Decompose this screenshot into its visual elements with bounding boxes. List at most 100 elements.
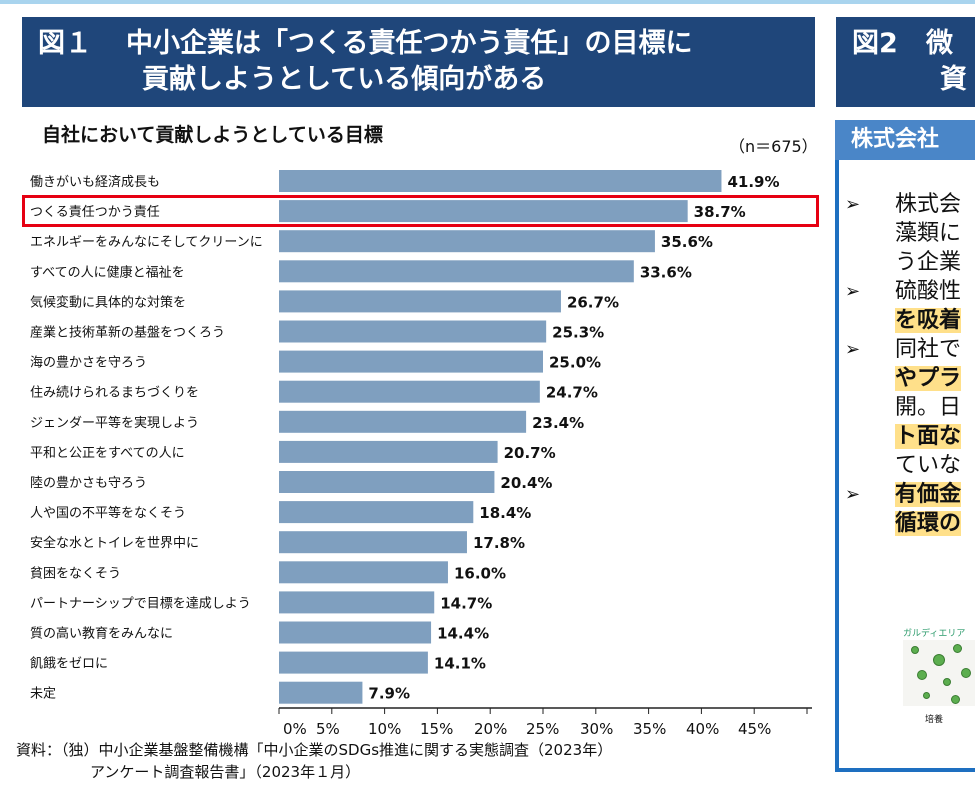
data-label: 25.0% [549, 354, 601, 372]
x-tick-label: 45% [738, 720, 771, 738]
bullet-item: ➢ 有価金循環の [845, 480, 975, 538]
bullet-line: 循環の [895, 511, 962, 536]
bar [279, 440, 498, 463]
bar [279, 471, 495, 493]
algae-image [903, 640, 975, 706]
bullet-item: ➢ 硫酸性を吸着 [845, 277, 975, 335]
figure1-label: 図１ [38, 28, 92, 59]
bullet-line: ていな [895, 453, 962, 478]
arrow-bullet-icon: ➢ [845, 281, 861, 302]
data-label: 20.4% [500, 474, 552, 492]
figure2-label: 図2 [852, 28, 898, 59]
data-label: 20.7% [504, 444, 556, 462]
bar [279, 380, 540, 403]
data-label: 18.4% [479, 504, 531, 522]
category-label: 働きがいも経済成長も [30, 174, 160, 190]
figure1-title-line2: 貢献しようとしている傾向がある [142, 64, 547, 95]
arrow-bullet-icon: ➢ [845, 484, 861, 505]
x-tick-label: 40% [686, 720, 719, 738]
arrow-bullet-icon: ➢ [845, 194, 861, 215]
data-label: 26.7% [567, 293, 619, 311]
bar [279, 621, 432, 644]
data-label: 38.7% [694, 203, 746, 221]
category-label: 飢餓をゼロに [30, 657, 108, 672]
bar [279, 320, 547, 343]
highlight-box [22, 195, 819, 227]
bar-chart: 働きがいも経済成長も 41.9% つくる責任つかう責任 38.7% エネルギーをみんなに… [30, 170, 812, 738]
bullet-item: ➢ 同社でやプラ開。日ト面なていな [845, 335, 975, 480]
category-label: すべての人に健康と福祉を [30, 264, 185, 280]
source-line2: アンケート調査報告書」（2023年１月） [90, 763, 361, 781]
category-label: 陸の豊かさも守ろう [30, 475, 147, 491]
arrow-bullet-icon: ➢ [845, 339, 861, 360]
bullet-line: 藻類に [895, 221, 962, 246]
figure2-header: 図2 微 資 [836, 17, 975, 107]
bullet-line: を吸着 [895, 308, 962, 333]
bullet-line: ト面な [895, 424, 962, 449]
category-label: 平和と公正をすべての人に [30, 446, 185, 461]
category-label: 産業と技術革新の基盤をつくろう [30, 325, 225, 341]
category-label: ジェンダー平等を実現しよう [30, 415, 199, 431]
x-tick-label: 20% [474, 720, 507, 738]
sample-size: （n＝675） [729, 137, 818, 156]
bar [279, 410, 527, 433]
data-label: 14.4% [437, 625, 489, 643]
bar [279, 200, 688, 223]
bar [279, 681, 363, 704]
bar [279, 170, 722, 192]
x-tick-label: 5% [316, 720, 340, 738]
data-label: 33.6% [640, 263, 692, 281]
bar [279, 350, 543, 373]
x-tick-label: 35% [633, 720, 666, 738]
bullet-item: ➢ 株式会藻類にう企業 [845, 190, 975, 277]
source-note: 資料：（独）中小企業基盤整備機構「中小企業のSDGs推進に関する実態調査（202… [16, 739, 612, 783]
x-tick-label: 0% [283, 720, 307, 738]
data-label: 16.0% [454, 564, 506, 582]
algae-image-label: ガルディエリア [903, 629, 966, 639]
figure1-header: 図１ 中小企業は「つくる責任つかう責任」の目標に 貢献しようとしている傾向がある [22, 17, 815, 107]
data-label: 14.1% [434, 655, 486, 673]
data-label: 25.3% [552, 324, 604, 342]
bullet-line: う企業 [895, 250, 962, 275]
bullet-line: 硫酸性 [895, 279, 962, 304]
bullet-line: 同社で [895, 337, 962, 362]
algae-image-caption: 培養 [925, 715, 944, 725]
data-label: 41.9% [727, 173, 779, 191]
source-line1: 資料：（独）中小企業基盤整備機構「中小企業のSDGs推進に関する実態調査（202… [16, 741, 613, 759]
category-label: つくる責任つかう責任 [30, 205, 160, 220]
chart-subtitle: 自社において貢献しようとしている目標 [42, 124, 383, 146]
data-label: 24.7% [546, 384, 598, 402]
bullet-line: 株式会 [895, 192, 962, 217]
category-label: 住み続けられるまちづくりを [30, 386, 199, 401]
bar [279, 260, 634, 283]
figure1-title-line1: 中小企業は「つくる責任つかう責任」の目標に [126, 28, 693, 59]
figure2-title-line2: 資 [940, 64, 967, 95]
data-label: 23.4% [532, 414, 584, 432]
category-label: パートナーシップで目標を達成しよう [30, 596, 251, 611]
bar [279, 501, 474, 524]
bullet-line: やプラ [895, 366, 962, 391]
bar [279, 651, 428, 674]
bar [279, 290, 561, 313]
x-tick-label: 25% [526, 720, 559, 738]
category-label: 質の高い教育をみんなに [30, 626, 173, 642]
category-label: 貧困をなくそう [30, 566, 121, 581]
category-label: エネルギーをみんなにそしてクリーンに [30, 235, 263, 250]
bullet-line: 有価金 [895, 482, 962, 507]
data-label: 7.9% [368, 685, 410, 703]
bar [279, 230, 655, 253]
category-label: 人や国の不平等をなくそう [30, 505, 186, 521]
x-tick-label: 15% [420, 720, 453, 738]
top-strip [0, 0, 975, 4]
bullet-line: 開。日 [895, 395, 962, 420]
category-label: 未定 [30, 687, 56, 702]
category-label: 安全な水とトイレを世界中に [30, 535, 199, 551]
category-label: 海の豊かさを守ろう [30, 356, 147, 371]
figure2-panel-header: 株式会社 [835, 120, 975, 160]
data-label: 14.7% [440, 594, 492, 612]
data-label: 35.6% [661, 233, 713, 251]
x-tick-label: 30% [580, 720, 613, 738]
bar [279, 591, 435, 614]
data-label: 17.8% [473, 534, 525, 552]
x-tick-label: 10% [368, 720, 401, 738]
